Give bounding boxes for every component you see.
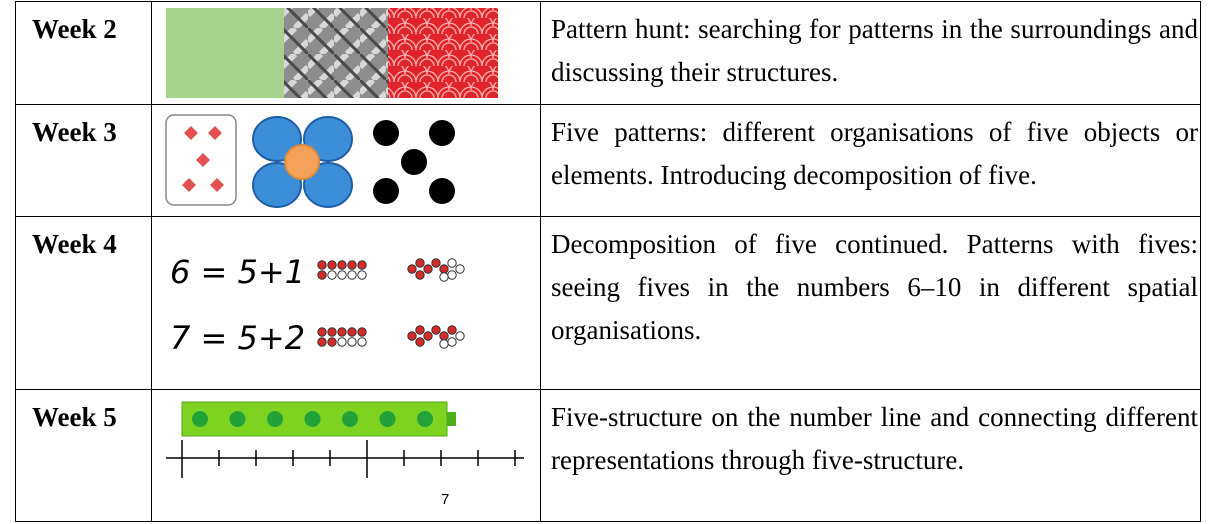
counter-dot <box>357 337 367 347</box>
week-label: Week 2 <box>32 14 117 44</box>
texture-images <box>166 8 498 98</box>
row: Week 4 6 = 5+1 7 = 5+2 Decomposition of … <box>15 216 1201 390</box>
counter-dot <box>415 337 425 347</box>
week-label: Week 5 <box>32 402 117 432</box>
description: Decomposition of five continued. Pattern… <box>551 229 1198 345</box>
counter-dot <box>439 264 449 274</box>
description-cell: Pattern hunt: searching for patterns in … <box>540 1 1201 105</box>
counter-dot <box>439 339 449 349</box>
counter-dot <box>337 270 347 280</box>
row: Week 2 Pattern hunt: searching for patte… <box>15 1 1201 105</box>
bar-dot <box>342 411 358 427</box>
counter-dot <box>407 264 417 274</box>
counter-dot <box>347 260 357 270</box>
counter-dot <box>439 272 449 282</box>
flower <box>252 116 353 208</box>
week-cell: Week 4 <box>15 216 152 390</box>
bar-dot <box>229 411 246 427</box>
counter-dot <box>347 337 357 347</box>
counter-dot <box>439 331 449 341</box>
counter-dot <box>415 325 425 335</box>
five-patterns <box>165 114 455 208</box>
decomposition-image: 6 = 5+1 7 = 5+2 <box>170 253 465 357</box>
bar-dot <box>267 411 283 427</box>
counter-dot <box>337 337 347 347</box>
counter-dot <box>415 258 425 268</box>
equation: 6 = 5+1 <box>170 253 305 291</box>
counter-dot <box>407 331 417 341</box>
counter-dot <box>327 270 337 280</box>
counter-dot <box>447 337 457 347</box>
week-label: Week 4 <box>32 229 117 259</box>
counter-dot <box>447 325 457 335</box>
description-cell: Five-structure on the number line and co… <box>540 389 1201 522</box>
description-cell: Five patterns: different organisations o… <box>540 104 1201 217</box>
counter-dot <box>357 260 367 270</box>
counter-dot <box>327 327 337 337</box>
counter-dot <box>347 327 357 337</box>
green-texture <box>166 8 284 98</box>
number-label: 7 <box>441 491 449 508</box>
description: Pattern hunt: searching for patterns in … <box>551 14 1198 87</box>
description: Five-structure on the number line and co… <box>551 402 1198 475</box>
description: Five patterns: different organisations o… <box>551 117 1198 190</box>
counter-dot <box>317 270 327 280</box>
bar-tab <box>447 412 456 426</box>
row: Week 3 Five patterns: different organisa… <box>15 104 1201 217</box>
counter-dot <box>423 264 433 274</box>
bar-dot <box>417 411 433 427</box>
description-cell: Decomposition of five continued. Pattern… <box>540 216 1201 390</box>
counter-dot <box>415 270 425 280</box>
counter-dot <box>455 331 465 341</box>
bar-dot <box>379 411 396 427</box>
lesson-table: Week 2 Pattern hunt: searching for patte… <box>15 1 1201 522</box>
woven-texture <box>284 8 388 98</box>
counter-dot <box>431 258 441 268</box>
black-dots <box>373 120 455 204</box>
image-cell <box>151 1 541 105</box>
bar-dot <box>304 411 321 427</box>
week-label: Week 3 <box>32 117 117 147</box>
counter-dot <box>337 327 347 337</box>
week-cell: Week 3 <box>15 104 152 217</box>
counter-dot <box>317 337 327 347</box>
row: Week 5 7 Five-structure on the number li… <box>15 389 1201 522</box>
image-cell: 6 = 5+1 7 = 5+2 <box>151 216 541 390</box>
week-cell: Week 2 <box>15 1 152 105</box>
counter-dot <box>357 270 367 280</box>
bar-dot <box>192 411 208 427</box>
scale-texture <box>388 8 498 98</box>
counter-dot <box>431 325 441 335</box>
counter-dot <box>327 260 337 270</box>
image-cell: 7 <box>151 389 541 522</box>
counter-dot <box>317 260 327 270</box>
counter-dot <box>455 264 465 274</box>
counter-dot <box>357 327 367 337</box>
counter-dot <box>317 327 327 337</box>
week-cell: Week 5 <box>15 389 152 522</box>
counter-dot <box>347 270 357 280</box>
counter-dot <box>447 270 457 280</box>
counter-dot <box>337 260 347 270</box>
card-diamonds <box>182 126 224 192</box>
counter-dot <box>327 337 337 347</box>
number-line-image: 7 <box>166 401 524 508</box>
image-cell <box>151 104 541 217</box>
counter-dot <box>423 331 433 341</box>
equation: 7 = 5+2 <box>170 319 305 357</box>
counter-dot <box>447 258 457 268</box>
